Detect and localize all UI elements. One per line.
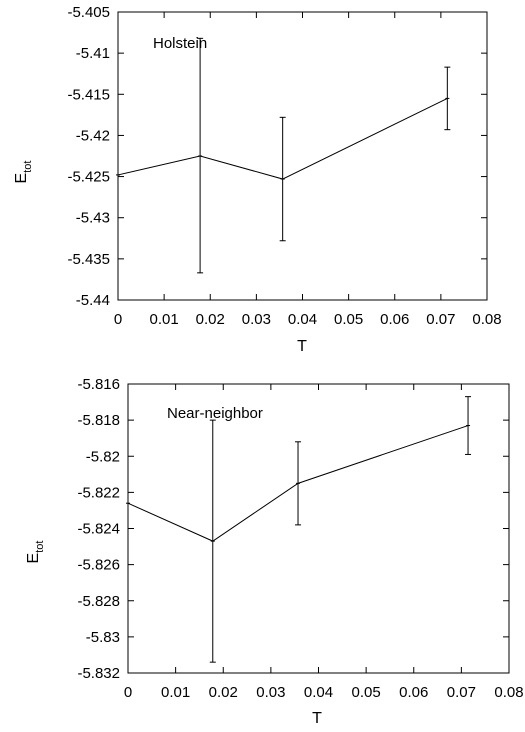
series-line xyxy=(127,425,469,542)
y-tick-label: -5.405 xyxy=(67,4,110,21)
x-tick-label: 0.06 xyxy=(380,311,409,328)
plot-frame xyxy=(117,11,488,301)
x-tick-label: 0.05 xyxy=(334,311,363,328)
x-tick-label: 0.02 xyxy=(196,311,225,328)
panel-annotation: Near-neighbor xyxy=(167,405,263,422)
near-neighbor-panel: 0 0.01 0.02 0.03 0.04 0.05 0.06 0.07 0.08 -5.832… xyxy=(25,376,524,727)
y-tick-label: -5.824 xyxy=(77,521,120,538)
y-tick-label: -5.816 xyxy=(77,376,120,393)
y-tick-label: -5.828 xyxy=(77,593,120,610)
x-tick-labels: 0 0.01 0.02 0.03 0.04 0.05 0.06 0.07 0.08 xyxy=(124,684,524,701)
x-tick-label: 0.01 xyxy=(161,684,190,701)
x-tick-label: 0.06 xyxy=(399,684,428,701)
x-tick-labels: 0 0.01 0.02 0.03 0.04 0.05 0.06 0.07 0.08 xyxy=(114,311,502,328)
y-tick-label: -5.822 xyxy=(77,484,120,501)
y-axis-label: Etot xyxy=(13,161,34,184)
y-tick-label: -5.425 xyxy=(67,169,110,186)
y-tick-label: -5.44 xyxy=(76,292,110,309)
x-tick-label: 0.04 xyxy=(304,684,333,701)
y-tick-label: -5.41 xyxy=(76,45,110,62)
data-series xyxy=(116,37,451,274)
y-tick-label: -5.82 xyxy=(86,448,120,465)
y-tick-labels: -5.832 -5.83 -5.828 -5.826 -5.824 -5.822 -5.82… xyxy=(77,376,120,682)
y-tick-label: -5.818 xyxy=(77,412,120,429)
x-axis-label: T xyxy=(312,710,322,727)
x-tick-label: 0.03 xyxy=(256,684,285,701)
y-axis-label: Etot xyxy=(25,541,46,564)
y-axis-label-main: E xyxy=(13,173,30,184)
x-tick-label: 0 xyxy=(124,684,132,701)
series-line xyxy=(117,97,448,180)
x-tick-label: 0.01 xyxy=(150,311,179,328)
y-tick-label: -5.42 xyxy=(76,127,110,144)
y-axis-label-sub: tot xyxy=(34,541,46,553)
x-tick-label: 0.08 xyxy=(494,684,523,701)
x-tick-label: 0.02 xyxy=(209,684,238,701)
x-axis-label: T xyxy=(297,338,307,355)
y-tick-label: -5.435 xyxy=(67,251,110,268)
x-tick-label: 0.03 xyxy=(242,311,271,328)
y-axis-label-sub: tot xyxy=(22,161,34,173)
x-tick-label: 0.05 xyxy=(352,684,381,701)
x-tick-label: 0.07 xyxy=(447,684,476,701)
x-tick-label: 0.04 xyxy=(288,311,317,328)
tick-marks xyxy=(127,383,510,674)
tick-marks xyxy=(117,11,488,301)
panel-annotation: Holstein xyxy=(153,35,207,52)
holstein-panel: 0 0.01 0.02 0.03 0.04 0.05 0.06 0.07 0.08 -5.44-… xyxy=(13,4,502,355)
y-tick-labels: -5.44 -5.435 -5.43 -5.425 -5.42 -5.415 -5.41 -5… xyxy=(67,4,110,309)
x-tick-label: 0 xyxy=(114,311,122,328)
x-tick-label: 0.07 xyxy=(426,311,455,328)
y-tick-label: -5.43 xyxy=(76,210,110,227)
data-series xyxy=(126,396,472,663)
y-tick-label: -5.83 xyxy=(86,629,120,646)
y-tick-label: -5.832 xyxy=(77,665,120,682)
y-tick-label: -5.415 xyxy=(67,86,110,103)
x-tick-label: 0.08 xyxy=(472,311,501,328)
y-tick-label: -5.826 xyxy=(77,557,120,574)
y-axis-label-main: E xyxy=(25,553,42,564)
